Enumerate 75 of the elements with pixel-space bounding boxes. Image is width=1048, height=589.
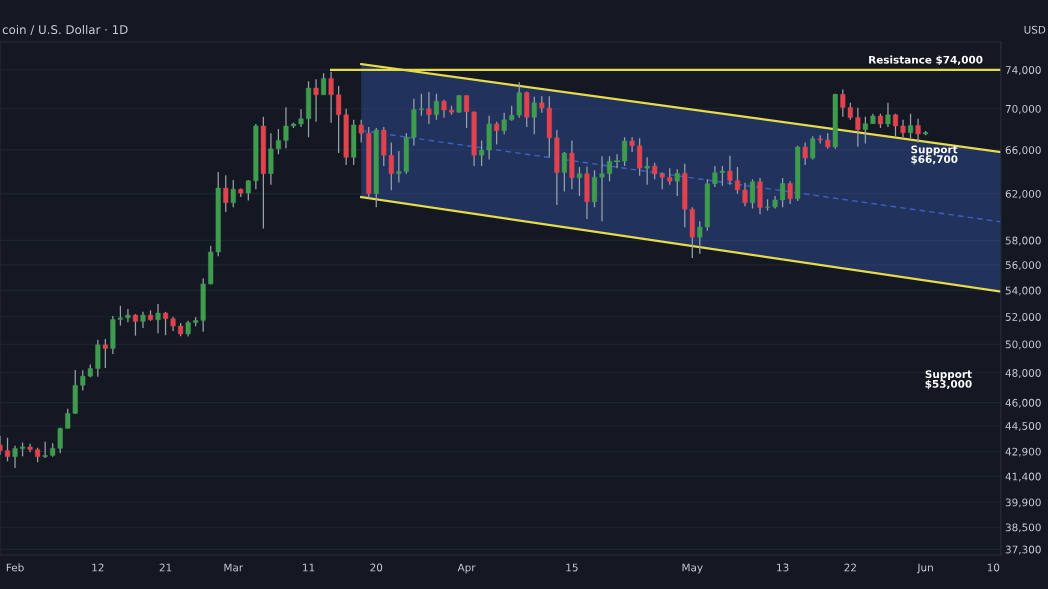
y-tick-label: 42,900 <box>1005 447 1041 457</box>
candlestick <box>501 112 507 135</box>
y-tick-label: 50,000 <box>1005 340 1041 350</box>
candlestick <box>576 166 582 197</box>
candlestick <box>4 437 11 462</box>
y-tick-label: 38,500 <box>1005 523 1041 533</box>
x-tick-label: 15 <box>566 563 578 572</box>
candlestick <box>885 102 891 128</box>
y-tick-label: 48,000 <box>1005 369 1041 378</box>
x-tick-label: May <box>682 563 703 574</box>
candlestick <box>155 303 161 334</box>
candlestick <box>230 179 236 208</box>
candlestick <box>908 113 914 139</box>
y-tick-label: 56,000 <box>1005 261 1041 271</box>
candlestick <box>313 78 319 123</box>
y-tick-label: 46,000 <box>1005 398 1041 408</box>
x-tick-label: 22 <box>844 563 856 572</box>
x-tick-label: 10 <box>987 563 1000 572</box>
text: USD <box>1024 25 1046 34</box>
candlestick <box>855 107 861 148</box>
candlestick <box>441 99 447 119</box>
candlestick <box>862 116 868 145</box>
candlestick <box>622 136 628 167</box>
candlestick <box>433 93 439 121</box>
x-tick-label: 12 <box>92 563 104 572</box>
candlestick <box>742 182 748 207</box>
y-tick-label: 62,000 <box>1005 189 1041 199</box>
candlestick <box>629 136 635 153</box>
candlestick <box>915 118 921 144</box>
candlestick <box>674 168 680 197</box>
y-tick-label: 66,000 <box>1005 146 1041 156</box>
candlestick <box>140 311 146 329</box>
x-tick-label: 20 <box>370 563 383 572</box>
x-tick-label: Jun <box>916 563 933 574</box>
candlestick <box>637 137 643 177</box>
x-tick-label: Apr <box>457 563 476 574</box>
candlestick <box>802 141 808 166</box>
candlestick <box>494 121 500 146</box>
y-tick-label: 39,900 <box>1005 498 1041 508</box>
candlestick <box>95 339 101 378</box>
candlestick <box>321 72 327 96</box>
annotation: Support $66,700 <box>911 145 958 165</box>
candlestick <box>780 177 786 208</box>
x-tick-label: 21 <box>159 563 172 572</box>
y-tick-label: 44,500 <box>1005 422 1041 431</box>
candlestick <box>223 174 229 213</box>
candlestick <box>298 108 304 128</box>
candlestick <box>599 155 605 222</box>
x-tick-label: Mar <box>224 563 244 572</box>
candlestick <box>125 308 131 323</box>
x-tick-label: 13 <box>777 563 789 572</box>
y-tick-label: 41,400 <box>1005 472 1041 482</box>
x-tick-label: 11 <box>303 563 315 572</box>
candlestick <box>561 151 567 193</box>
candlestick <box>12 445 18 469</box>
candlestick <box>644 156 650 186</box>
y-tick-label: 74,000 <box>1005 66 1041 75</box>
candlestick <box>531 96 537 135</box>
candlestick <box>132 313 138 337</box>
candlestick <box>426 91 432 125</box>
candlestick <box>102 338 108 369</box>
candlestick <box>749 178 756 210</box>
annotation: Resistance $74,000 <box>869 55 983 66</box>
y-tick-label: 70,000 <box>1005 104 1041 114</box>
candlestick <box>328 71 334 124</box>
y-tick-label: 58,000 <box>1005 236 1041 246</box>
y-tick-label: 37,300 <box>1005 545 1041 555</box>
chart-title: coin / U.S. Dollar · 1D <box>2 24 128 35</box>
y-tick-label: 52,000 <box>1005 313 1041 322</box>
annotation: Support $53,000 <box>925 370 972 390</box>
candlestick <box>358 119 364 144</box>
y-tick-label: 54,000 <box>1005 286 1041 296</box>
candlestick <box>810 135 816 161</box>
x-tick-label: Feb <box>6 563 24 572</box>
candlestick <box>787 180 793 205</box>
